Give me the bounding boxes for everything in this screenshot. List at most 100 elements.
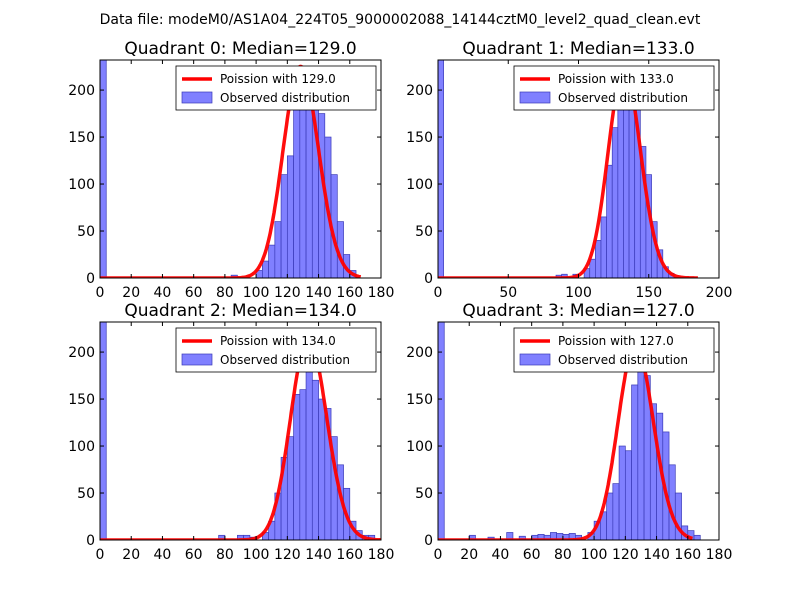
y-tick-label: 50 <box>415 224 433 240</box>
legend-label-observed: Observed distribution <box>558 91 688 105</box>
histogram-bar <box>617 94 624 278</box>
histogram-bar <box>606 164 613 278</box>
histogram-bar <box>438 322 445 540</box>
x-tick-label: 40 <box>492 547 510 563</box>
x-tick-label: 160 <box>336 547 363 563</box>
x-tick-label: 100 <box>243 285 270 301</box>
y-tick-label: 150 <box>68 130 95 146</box>
panel-quadrant-2: 0 20 40 60 80 100 120 140 160 180050100150200Quad… <box>68 301 394 563</box>
y-tick-label: 150 <box>406 392 433 408</box>
y-tick-label: 200 <box>406 345 433 361</box>
histogram-bar <box>612 483 620 540</box>
histogram-bar <box>305 370 313 540</box>
legend-label-poisson: Poission with 133.0 <box>558 72 674 86</box>
x-tick-label: 80 <box>216 547 234 563</box>
poisson-curve <box>438 342 694 540</box>
x-tick-label: 150 <box>635 285 662 301</box>
y-tick-label: 200 <box>68 345 95 361</box>
histogram-bar <box>293 394 301 540</box>
y-tick-label: 0 <box>86 271 95 287</box>
histogram-bar <box>438 60 444 278</box>
x-tick-label: 40 <box>154 547 172 563</box>
x-tick-label: 180 <box>706 547 733 563</box>
histogram-bar <box>618 445 626 540</box>
x-tick-label: 0 <box>434 547 443 563</box>
y-tick-label: 50 <box>77 486 95 502</box>
x-tick-label: 100 <box>581 547 608 563</box>
histogram-bar <box>293 99 301 278</box>
legend-label-observed: Observed distribution <box>220 353 350 367</box>
figure-suptitle: Data file: modeM0/AS1A04_224T05_90000020… <box>100 12 701 28</box>
legend-bar-swatch <box>519 353 551 366</box>
y-tick-label: 100 <box>68 177 95 193</box>
x-tick-label: 20 <box>122 285 140 301</box>
x-tick-label: 80 <box>216 285 234 301</box>
y-tick-label: 150 <box>406 130 433 146</box>
legend-label-poisson: Poission with 127.0 <box>558 334 674 348</box>
plot-area <box>438 322 701 540</box>
histogram-bar <box>637 370 645 540</box>
x-tick-label: 180 <box>368 285 395 301</box>
legend-label-observed: Observed distribution <box>220 91 350 105</box>
x-tick-label: 120 <box>612 547 639 563</box>
histogram-bar <box>628 94 636 278</box>
legend-bar-swatch <box>181 91 213 104</box>
y-tick-label: 0 <box>424 271 433 287</box>
x-tick-label: 0 <box>434 285 443 301</box>
histogram-bar <box>286 155 294 278</box>
histogram-bar <box>693 534 701 540</box>
histogram-bar <box>518 535 526 540</box>
x-tick-label: 50 <box>499 285 517 301</box>
panel-title: Quadrant 2: Median=134.0 <box>124 301 356 321</box>
x-tick-label: 200 <box>706 285 733 301</box>
histogram-bar <box>600 216 607 278</box>
axes-frame <box>99 59 382 279</box>
x-tick-label: 140 <box>305 547 332 563</box>
legend-bar-swatch <box>181 353 213 366</box>
panel-title: Quadrant 1: Median=133.0 <box>462 39 694 59</box>
x-tick-label: 20 <box>122 547 140 563</box>
histogram-bar <box>100 322 107 540</box>
panel-quadrant-3: 0 20 40 60 80 100 120 140 160 180050100150200Quad… <box>406 301 732 563</box>
x-tick-label: 160 <box>336 285 363 301</box>
x-tick-label: 0 <box>96 547 105 563</box>
x-tick-label: 80 <box>554 547 572 563</box>
x-tick-label: 60 <box>185 285 203 301</box>
legend-label-poisson: Poission with 129.0 <box>220 72 336 86</box>
x-tick-label: 60 <box>185 547 203 563</box>
poisson-curve <box>100 64 362 278</box>
histogram-bar <box>631 384 639 540</box>
y-tick-label: 50 <box>77 224 95 240</box>
legend-label-poisson: Poission with 134.0 <box>220 334 336 348</box>
histogram-bar <box>311 379 319 540</box>
legend-label-observed: Observed distribution <box>558 353 688 367</box>
x-tick-label: 100 <box>243 547 270 563</box>
panel-quadrant-1: 0 50 100 150 200 0 50 100 150 200 Quadrant 1: Medi… <box>406 39 732 301</box>
x-tick-label: 0 <box>96 285 105 301</box>
panel-title: Quadrant 3: Median=127.0 <box>462 301 694 321</box>
histogram-bar <box>624 450 632 540</box>
axes-frame <box>99 321 382 541</box>
x-tick-label: 120 <box>274 285 301 301</box>
x-tick-label: 140 <box>643 547 670 563</box>
x-tick-label: 100 <box>565 285 592 301</box>
histogram-bar <box>674 492 682 540</box>
histogram-bar <box>611 127 619 278</box>
x-tick-label: 120 <box>274 547 301 563</box>
histogram-bar <box>506 532 514 540</box>
histogram-bar <box>589 258 596 278</box>
x-tick-label: 160 <box>674 547 701 563</box>
x-tick-label: 140 <box>305 285 332 301</box>
y-tick-label: 100 <box>406 439 433 455</box>
y-tick-label: 200 <box>406 83 433 99</box>
x-tick-label: 60 <box>523 547 541 563</box>
y-tick-label: 50 <box>415 486 433 502</box>
panel-title: Quadrant 0: Median=129.0 <box>124 39 356 59</box>
histogram-bar <box>286 436 294 540</box>
y-tick-label: 0 <box>86 533 95 549</box>
histogram-bar <box>280 174 288 278</box>
x-tick-label: 40 <box>154 285 172 301</box>
axes-frame <box>437 321 720 541</box>
legend-bar-swatch <box>519 91 551 104</box>
